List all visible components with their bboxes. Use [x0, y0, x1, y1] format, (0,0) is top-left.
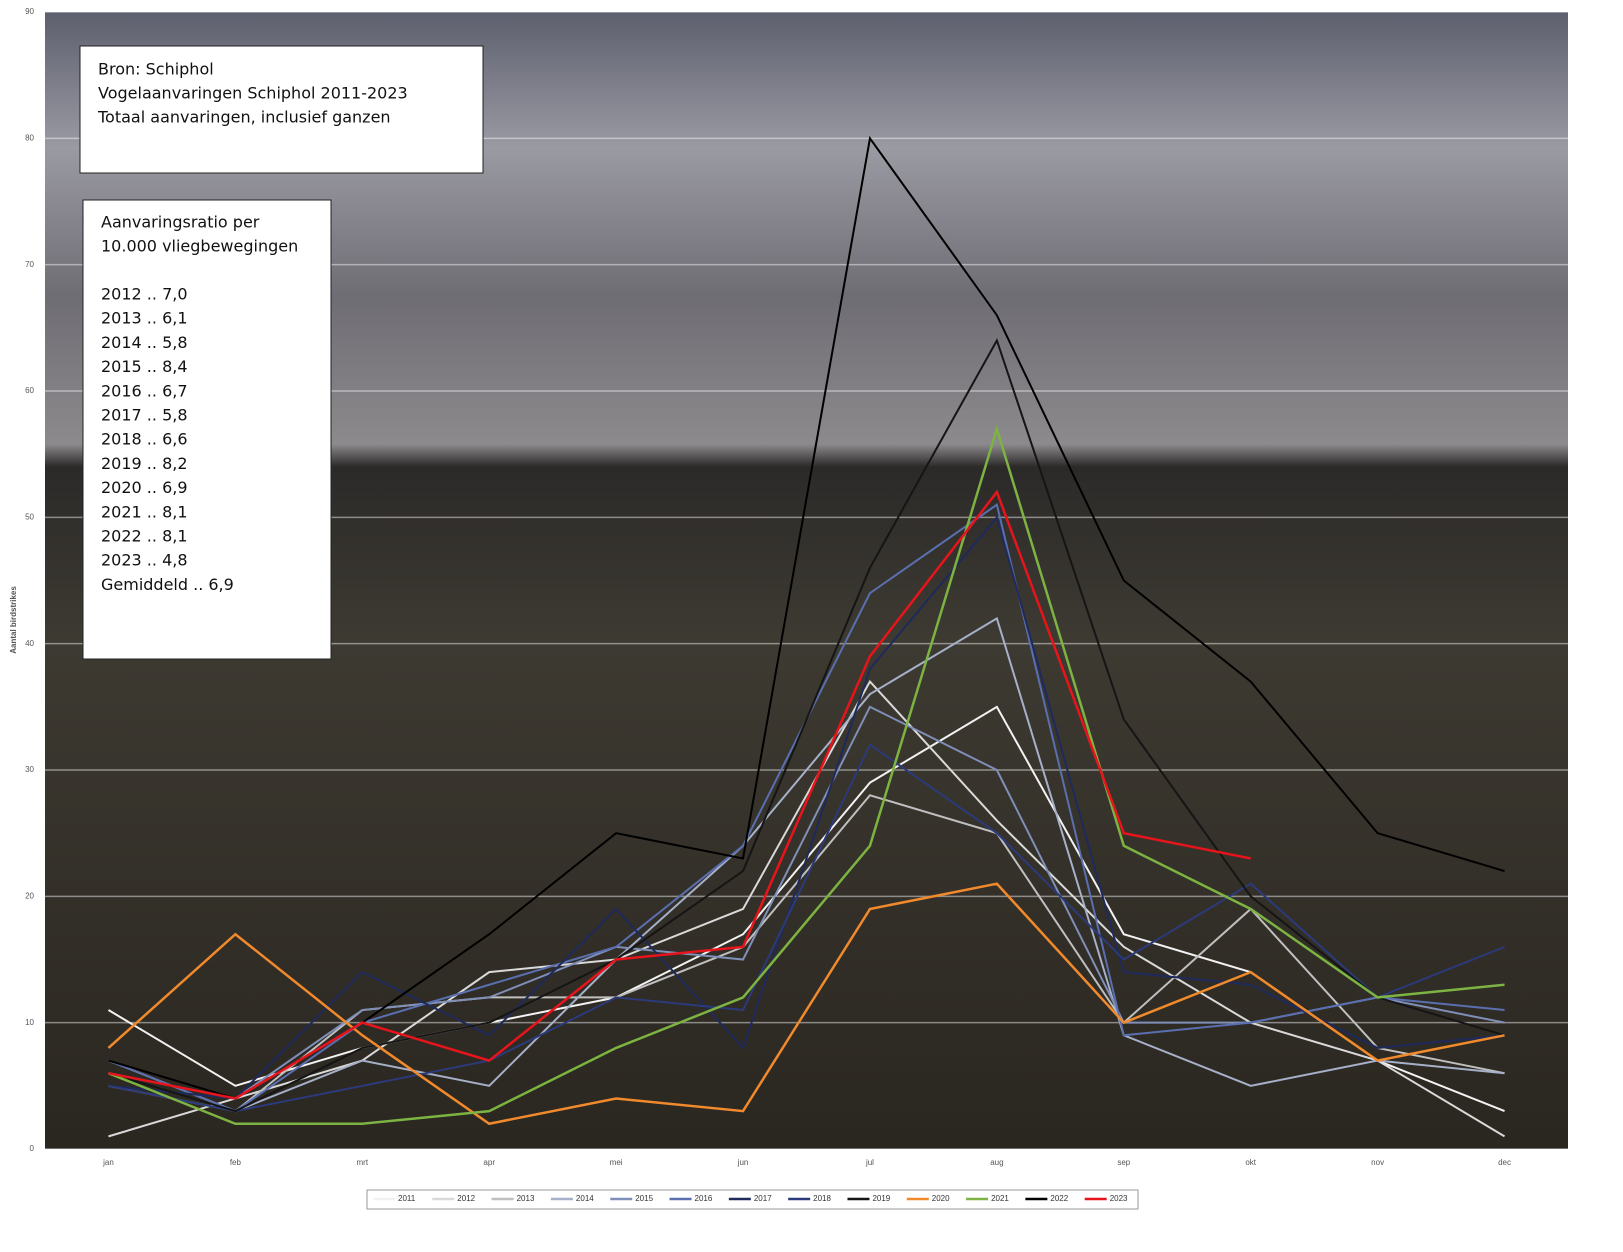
series-line — [107, 882, 1505, 1126]
y-tick-label: 70 — [25, 260, 34, 269]
legend-label: 2023 — [1110, 1194, 1128, 1203]
ratio-row: 2013 .. 6,1 — [101, 309, 188, 328]
ratio-row: 2015 .. 8,4 — [101, 357, 188, 376]
x-tick-label: dec — [1498, 1158, 1511, 1167]
ratio-row: 2016 .. 6,7 — [101, 381, 188, 400]
ratio-row: 2023 .. 4,8 — [101, 551, 188, 570]
ratio-row: 2019 .. 8,2 — [101, 454, 188, 473]
source-line: Bron: Schiphol — [98, 60, 214, 79]
source-box — [79, 45, 484, 174]
legend-label: 2012 — [457, 1194, 475, 1203]
legend-label: 2017 — [754, 1194, 772, 1203]
source-line: Vogelaanvaringen Schiphol 2011-2023 — [98, 84, 408, 103]
legend-label: 2018 — [813, 1194, 831, 1203]
series-line — [108, 515, 1505, 1100]
legend-label: 2021 — [991, 1194, 1009, 1203]
y-tick-label: 80 — [25, 133, 34, 142]
x-tick-label: okt — [1245, 1158, 1256, 1167]
x-tick-label: mrt — [357, 1158, 369, 1167]
legend-label: 2019 — [872, 1194, 890, 1203]
x-tick-label: jul — [865, 1158, 874, 1167]
y-tick-label: 20 — [25, 891, 34, 900]
y-axis-label: Aantal birdstrikes — [9, 586, 18, 654]
ratio-row: 2017 .. 5,8 — [101, 406, 188, 425]
x-tick-label: sep — [1117, 1158, 1130, 1167]
x-tick-label: nov — [1371, 1158, 1384, 1167]
source-line: Totaal aanvaringen, inclusief ganzen — [97, 108, 391, 127]
y-tick-label: 90 — [25, 7, 34, 16]
legend-label: 2014 — [576, 1194, 594, 1203]
y-tick-label: 30 — [25, 765, 34, 774]
x-tick-label: mei — [610, 1158, 623, 1167]
y-tick-label: 40 — [25, 639, 34, 648]
x-tick-label: jun — [737, 1158, 749, 1167]
series-line — [107, 424, 1505, 1125]
legend-label: 2022 — [1050, 1194, 1068, 1203]
ratio-row: 2018 .. 6,6 — [101, 430, 188, 449]
x-tick-label: aug — [990, 1158, 1003, 1167]
legend-label: 2015 — [635, 1194, 653, 1203]
legend-label: 2013 — [517, 1194, 535, 1203]
y-tick-label: 60 — [25, 386, 34, 395]
series-line — [108, 794, 1505, 1113]
x-tick-label: feb — [230, 1158, 242, 1167]
series-line — [108, 743, 1505, 1113]
x-tick-label: jan — [102, 1158, 114, 1167]
ratio-row: 2014 .. 5,8 — [101, 333, 188, 352]
y-tick-label: 0 — [30, 1144, 35, 1153]
series-line — [108, 489, 1251, 1100]
y-tick-label: 50 — [25, 512, 34, 521]
ratio-title: 10.000 vliegbewegingen — [101, 237, 298, 256]
legend-label: 2020 — [932, 1194, 950, 1203]
ratio-box — [82, 199, 332, 660]
series-line — [108, 338, 1505, 1113]
y-tick-label: 10 — [25, 1018, 34, 1027]
ratio-row: 2012 .. 7,0 — [101, 285, 188, 304]
legend-box — [366, 1189, 1139, 1210]
ratio-title: Aanvaringsratio per — [101, 213, 260, 232]
x-tick-label: apr — [483, 1158, 495, 1167]
series-line — [108, 616, 1505, 1113]
ratio-row: 2020 .. 6,9 — [101, 478, 188, 497]
ratio-row: 2022 .. 8,1 — [101, 527, 188, 546]
series-line — [108, 679, 1506, 1138]
legend-label: 2011 — [398, 1194, 416, 1203]
legend-label: 2016 — [695, 1194, 713, 1203]
ratio-row: Gemiddeld .. 6,9 — [101, 575, 234, 594]
ratio-row: 2021 .. 8,1 — [101, 502, 188, 521]
